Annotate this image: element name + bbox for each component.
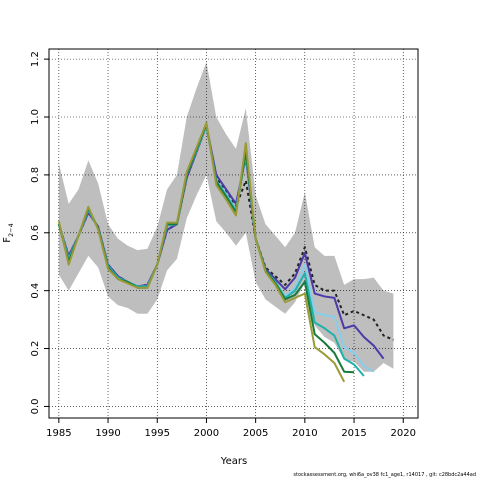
x-tick-label: 1990	[95, 428, 120, 439]
x-tick-label: 2010	[292, 428, 317, 439]
footer-credit: stockassessment.org, whi6a_ov38 fc1_age1…	[293, 472, 476, 478]
x-tick-label: 1985	[46, 428, 71, 439]
y-axis-label-subscript: 2−4	[7, 223, 15, 237]
x-axis-label: Years	[220, 456, 247, 467]
y-axis-label-main: F	[2, 237, 13, 243]
x-tick-label: 1995	[145, 428, 170, 439]
y-tick-label: 0.4	[30, 283, 41, 299]
y-axis: 0.0 0.2 0.4 0.6 0.8 1.0 1.2	[30, 51, 50, 414]
y-tick-label: 0.6	[30, 225, 41, 241]
y-tick-label: 1.2	[30, 51, 41, 67]
y-tick-label: 1.0	[30, 109, 41, 125]
x-tick-label: 2000	[194, 428, 219, 439]
y-tick-label: 0.0	[30, 398, 41, 414]
x-tick-label: 2020	[391, 428, 416, 439]
x-tick-label: 2005	[243, 428, 268, 439]
x-axis: 1985 1990 1995 2000 2005 2010 2015 2020	[46, 417, 416, 439]
x-tick-label: 2015	[341, 428, 366, 439]
y-tick-label: 0.2	[30, 341, 41, 357]
y-axis-label: F2−4	[2, 223, 15, 242]
y-tick-label: 0.8	[30, 167, 41, 183]
series-layer	[57, 121, 394, 383]
series-line-6	[57, 121, 346, 383]
